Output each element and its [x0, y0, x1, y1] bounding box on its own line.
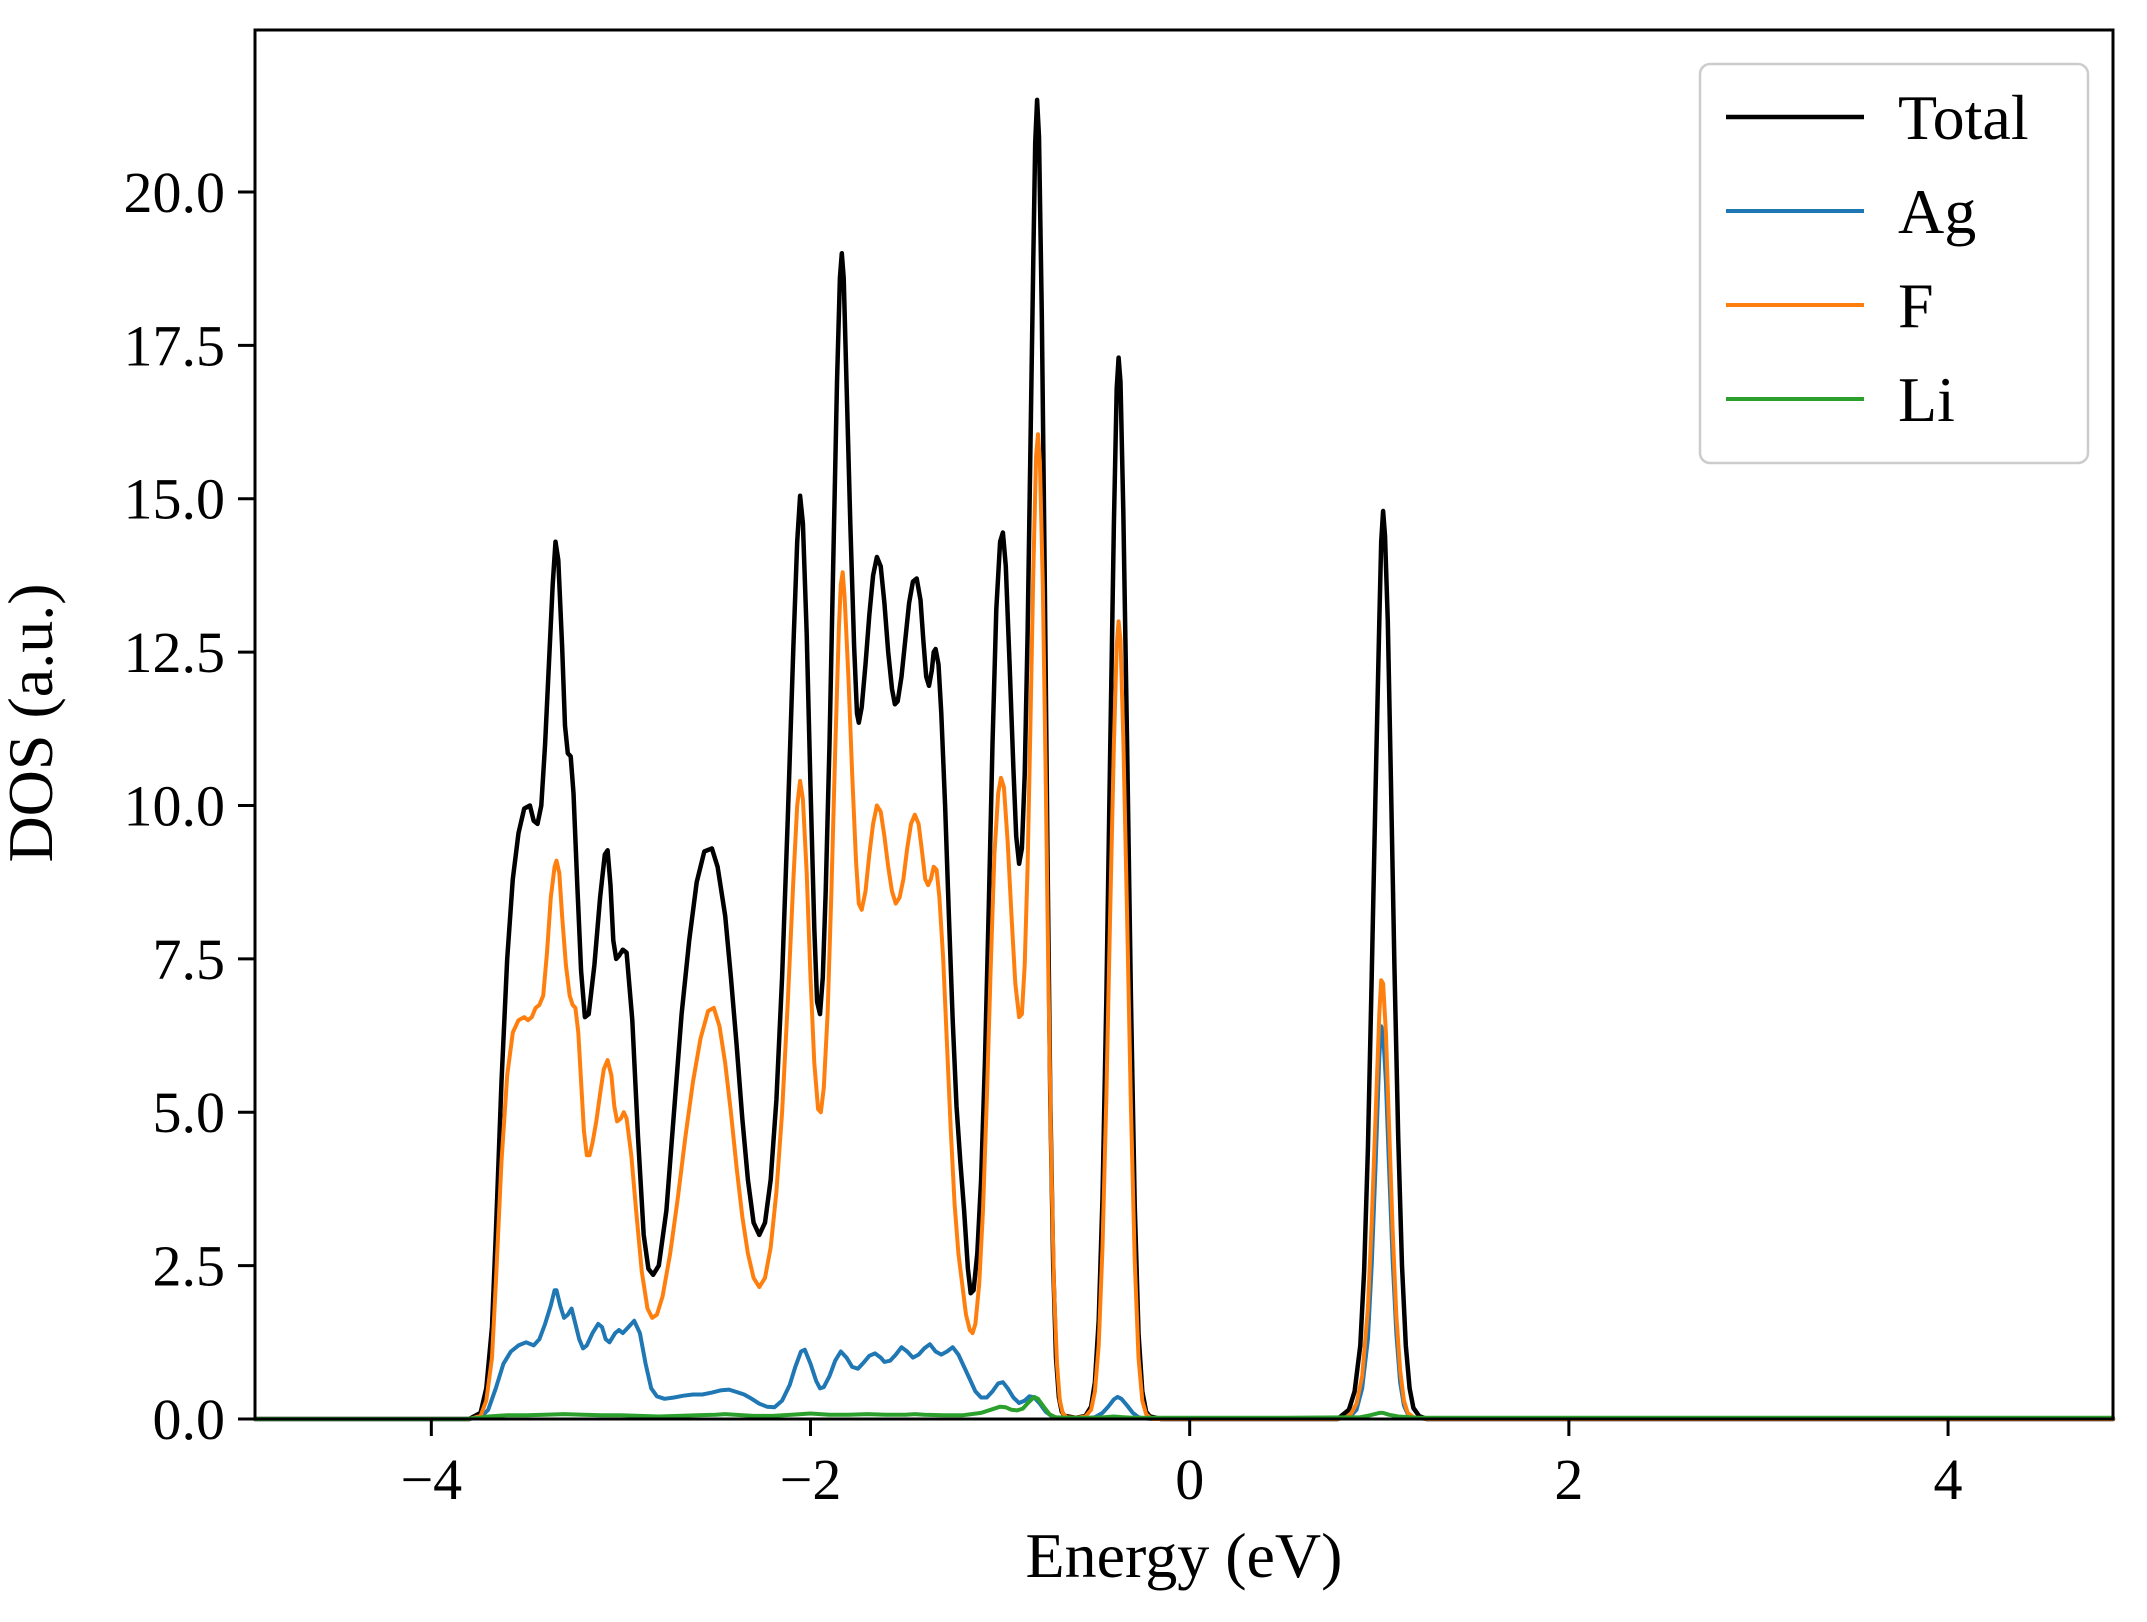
- y-tick-label: 0.0: [153, 1387, 226, 1452]
- y-tick-6: 15.0: [124, 467, 255, 532]
- x-tick-label: 2: [1554, 1447, 1583, 1512]
- x-tick-label: 4: [1934, 1447, 1963, 1512]
- y-tick-label: 7.5: [153, 927, 226, 992]
- x-tick-label: −4: [400, 1447, 462, 1512]
- y-tick-label: 17.5: [124, 313, 226, 378]
- x-tick-4: 4: [1934, 1419, 1963, 1512]
- y-tick-label: 2.5: [153, 1234, 226, 1299]
- legend-label-li: Li: [1898, 364, 1955, 435]
- x-tick-0: −4: [400, 1419, 462, 1512]
- y-tick-5: 12.5: [124, 620, 255, 685]
- y-tick-label: 15.0: [124, 467, 226, 532]
- curves: [252, 97, 2116, 1422]
- li-curve: [253, 1394, 2115, 1421]
- x-tick-2: 0: [1175, 1419, 1204, 1512]
- x-tick-label: −2: [780, 1447, 842, 1512]
- y-tick-3: 7.5: [153, 927, 255, 992]
- legend-label-ag: Ag: [1898, 176, 1976, 247]
- y-tick-2: 5.0: [153, 1080, 255, 1145]
- legend-box: [1698, 62, 2090, 465]
- y-tick-4: 10.0: [124, 773, 255, 838]
- y-axis: 0.0 2.5 5.0 7.5 10.0 12.5: [0, 160, 255, 1452]
- y-tick-8: 20.0: [124, 160, 255, 225]
- legend: Total Ag F Li: [1698, 62, 2090, 465]
- f-curve: [253, 432, 2115, 1421]
- x-tick-1: −2: [780, 1419, 842, 1512]
- x-tick-label: 0: [1175, 1447, 1204, 1512]
- y-tick-7: 17.5: [124, 313, 255, 378]
- y-tick-0: 0.0: [153, 1387, 255, 1452]
- y-tick-label: 5.0: [153, 1080, 226, 1145]
- y-tick-label: 20.0: [124, 160, 226, 225]
- y-tick-label: 12.5: [124, 620, 226, 685]
- legend-label-total: Total: [1898, 82, 2029, 153]
- y-axis-label: DOS (a.u.): [0, 583, 66, 862]
- x-axis-label: Energy (eV): [1026, 1520, 1343, 1591]
- y-tick-label: 10.0: [124, 773, 226, 838]
- plot-border: [253, 28, 2115, 1421]
- legend-label-f: F: [1898, 270, 1934, 341]
- x-tick-3: 2: [1554, 1419, 1583, 1512]
- ag-curve: [253, 1024, 2115, 1421]
- y-tick-1: 2.5: [153, 1234, 255, 1299]
- x-axis: −4 −2 0 2 4 Energy (eV): [400, 1419, 1963, 1591]
- total-curve: [252, 97, 2116, 1422]
